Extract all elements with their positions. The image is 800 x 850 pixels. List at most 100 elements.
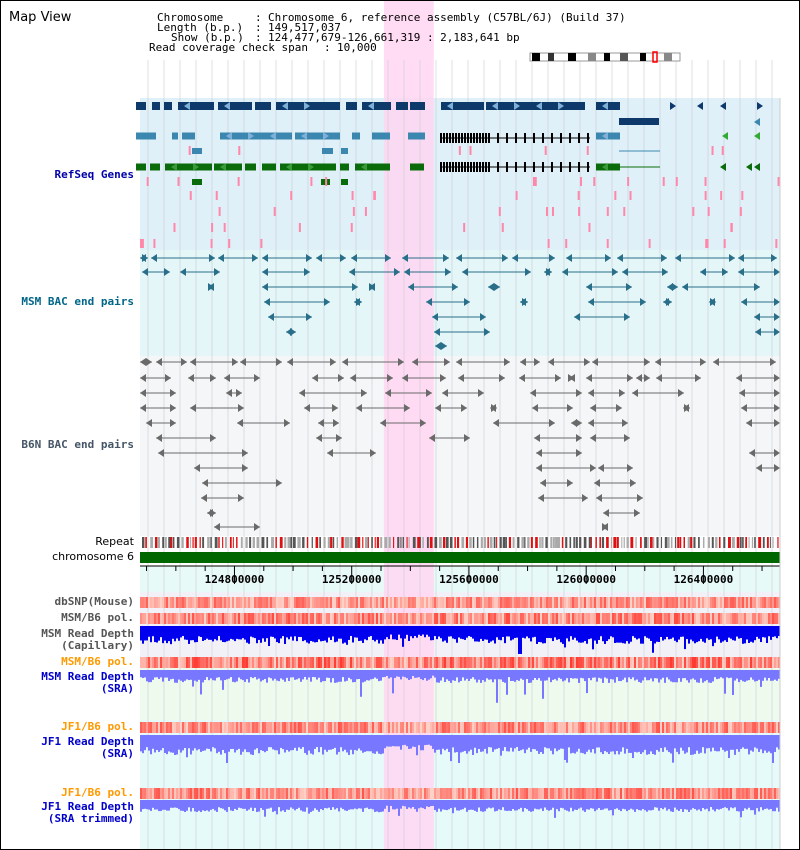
msm-b6-pol-heat-2 — [778, 657, 780, 668]
repeat-element — [150, 537, 153, 548]
msm-capillary-depth-bar — [754, 626, 756, 641]
track-label-msm-b6-pol-1[interactable]: MSM/B6 pol. — [61, 611, 134, 624]
msm-sra-depth-bar — [230, 670, 232, 678]
jf1-b6-pol-heat — [158, 722, 160, 733]
msm-b6-pol-heat-2 — [448, 657, 450, 668]
track-label-b6n-bac[interactable]: B6N BAC end pairs — [21, 438, 134, 451]
msm-b6-pol-heat-2 — [596, 657, 598, 668]
b6n-bac-pair-end — [232, 358, 238, 366]
msm-b6-pol-heat-2 — [772, 657, 774, 668]
dbsnp-heat — [498, 597, 500, 608]
jf1-b6-pol-heat — [414, 722, 416, 733]
track-label-refseq[interactable]: RefSeq Genes — [54, 168, 134, 181]
msm-b6-pol-heat-2 — [174, 657, 176, 668]
jf1-sra-depth-bar — [622, 735, 624, 748]
msm-bac-pair-end — [456, 254, 462, 262]
msm-capillary-depth-bar — [426, 626, 428, 635]
track-label-jf1-depth-trim[interactable]: JF1 Read Depth — [41, 800, 134, 813]
msm-capillary-depth-bar — [624, 626, 626, 644]
dbsnp-heat — [758, 597, 760, 608]
msm-b6-pol-heat-2 — [742, 657, 744, 668]
jf1-b6-pol-heat — [608, 722, 610, 733]
track-label-msm-depth-cap[interactable]: MSM Read Depth — [41, 627, 134, 640]
jf1-trimmed-depth-bar — [670, 800, 672, 812]
msm-b6-pol-heat-2 — [318, 657, 320, 668]
jf1-trimmed-depth-bar — [418, 800, 420, 809]
dbsnp-heat — [284, 597, 286, 608]
msm-bac-pair-end — [754, 313, 760, 321]
jf1-b6-pol-heat-2 — [686, 788, 688, 799]
track-label-jf1-depth-sra[interactable]: JF1 Read Depth — [41, 735, 134, 748]
b6n-bac-pair-end — [238, 494, 244, 502]
msm-b6-pol-heat-2 — [228, 657, 230, 668]
msm-sra-depth-bar — [304, 670, 306, 678]
msm-b6-pol-heat — [256, 613, 258, 624]
jf1-b6-pol-heat-2 — [380, 788, 382, 799]
jf1-sra-depth-bar — [164, 735, 166, 753]
track-label-msm-b6-pol-2[interactable]: MSM/B6 pol. — [61, 655, 134, 668]
msm-capillary-depth-bar — [400, 626, 402, 639]
jf1-b6-pol-heat-2 — [156, 788, 158, 799]
jf1-b6-pol-heat-2 — [746, 788, 748, 799]
jf1-sra-depth-bar — [558, 735, 560, 750]
msm-b6-pol-heat — [278, 613, 280, 624]
msm-sra-depth-bar — [610, 670, 612, 680]
jf1-sra-depth-bar — [662, 735, 664, 752]
track-label-msm-depth-sra[interactable]: MSM Read Depth — [41, 670, 134, 683]
length-label: Length (b.p.) — [157, 21, 244, 34]
track-label-dbsnp[interactable]: dbSNP(Mouse) — [54, 595, 134, 608]
jf1-trimmed-depth-bar — [552, 800, 554, 808]
jf1-trimmed-depth-bar — [710, 800, 712, 808]
jf1-sra-depth-bar — [500, 735, 502, 756]
msm-sra-depth-bar — [442, 670, 444, 678]
msm-capillary-depth-bar — [350, 626, 352, 637]
jf1-sra-depth-bar — [236, 735, 238, 751]
jf1-sra-depth-bar — [618, 735, 620, 755]
msm-b6-pol-heat-2 — [566, 657, 568, 668]
msm-b6-pol-heat — [502, 613, 504, 624]
msm-capillary-depth-bar — [496, 626, 498, 638]
repeat-element — [745, 537, 748, 548]
jf1-b6-pol-heat — [212, 722, 214, 733]
dbsnp-heat — [166, 597, 168, 608]
msm-sra-depth-bar — [646, 670, 648, 681]
b6n-bac-pair-end — [146, 358, 152, 366]
msm-sra-depth-bar — [710, 670, 712, 683]
msm-capillary-depth-bar — [456, 626, 458, 643]
jf1-trimmed-depth-bar — [538, 800, 540, 810]
jf1-b6-pol-heat — [234, 722, 236, 733]
jf1-trimmed-depth-bar — [776, 800, 778, 808]
msm-bac-pair-end — [262, 268, 268, 276]
msm-b6-pol-heat — [748, 613, 750, 624]
repeat-element — [626, 537, 629, 548]
jf1-b6-pol-heat — [682, 722, 684, 733]
repeat-element — [766, 537, 769, 548]
jf1-b6-pol-heat — [568, 722, 570, 733]
jf1-trimmed-depth-bar — [390, 800, 392, 806]
msm-capillary-depth-bar — [182, 626, 184, 637]
arrow-glyph — [697, 102, 703, 110]
dbsnp-heat — [316, 597, 318, 608]
jf1-sra-depth-bar — [624, 735, 626, 754]
track-label-jf1-b6-pol-2[interactable]: JF1/B6 pol. — [61, 786, 134, 799]
dbsnp-heat — [668, 597, 670, 608]
msm-sra-depth-bar — [394, 670, 396, 679]
msm-b6-pol-heat-2 — [220, 657, 222, 668]
jf1-b6-pol-heat — [764, 722, 766, 733]
msm-b6-pol-heat-2 — [156, 657, 158, 668]
jf1-sra-depth-bar — [488, 735, 490, 748]
dbsnp-heat — [362, 597, 364, 608]
track-label-jf1-b6-pol-1[interactable]: JF1/B6 pol. — [61, 720, 134, 733]
msm-b6-pol-heat — [242, 613, 244, 624]
jf1-trimmed-depth-bar — [582, 800, 584, 811]
jf1-sra-depth-bar — [276, 735, 278, 751]
track-label-msm-bac[interactable]: MSM BAC end pairs — [21, 295, 134, 308]
msm-capillary-depth-bar — [716, 626, 718, 637]
repeat-element — [739, 537, 742, 548]
msm-b6-pol-heat-2 — [688, 657, 690, 668]
jf1-sra-depth-bar — [298, 735, 300, 748]
gene-exon — [551, 162, 553, 172]
ideogram-band — [532, 53, 540, 61]
jf1-trimmed-depth-bar — [140, 800, 142, 812]
